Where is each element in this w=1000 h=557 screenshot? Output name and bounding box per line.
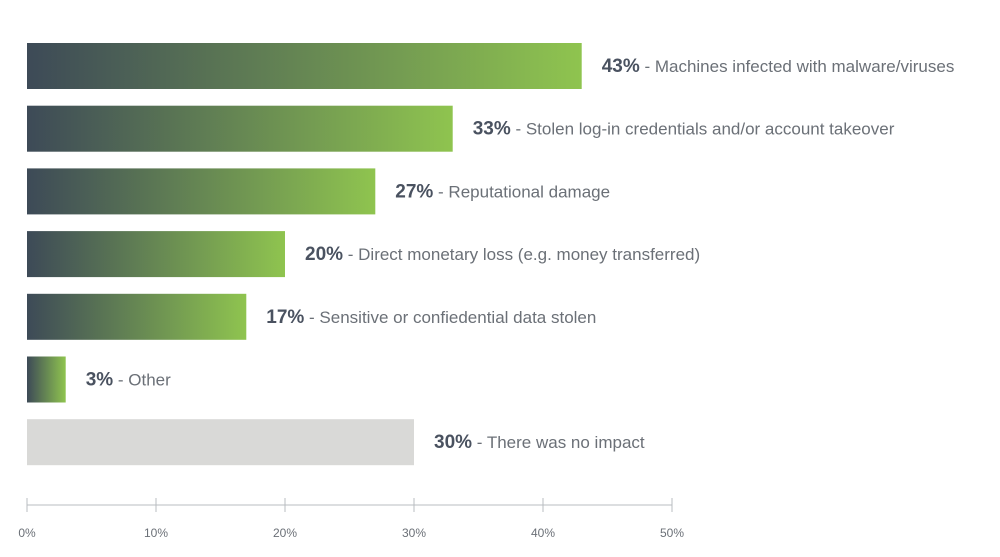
bar-label: 3% - Other xyxy=(86,370,171,391)
bar-value-label: 20% xyxy=(305,244,343,265)
bar xyxy=(27,293,247,340)
bar xyxy=(27,419,414,466)
x-tick-label: 40% xyxy=(531,526,555,540)
bar-category-label: - Direct monetary loss (e.g. money trans… xyxy=(343,245,700,264)
bar-value-label: 3% xyxy=(86,370,114,391)
bar xyxy=(27,105,453,152)
bar-label: 30% - There was no impact xyxy=(434,432,645,453)
bar-label: 33% - Stolen log-in credentials and/or a… xyxy=(473,119,895,140)
bar-category-label: - Other xyxy=(113,371,171,390)
x-tick-label: 10% xyxy=(144,526,168,540)
x-tick-label: 30% xyxy=(402,526,426,540)
bar-labels-layer: 43% - Machines infected with malware/vir… xyxy=(86,56,955,453)
x-axis: 0% 10% 20% 30% 40% 50% xyxy=(18,498,684,540)
bar-category-label: - Sensitive or confiedential data stolen xyxy=(304,308,596,327)
bar-label: 27% - Reputational damage xyxy=(395,181,610,202)
bar xyxy=(27,231,285,278)
x-tick-label: 20% xyxy=(273,526,297,540)
bar xyxy=(27,168,376,215)
x-tick-label: 0% xyxy=(18,526,36,540)
bars-layer xyxy=(27,43,582,466)
bar-label: 43% - Machines infected with malware/vir… xyxy=(602,56,955,77)
bar-label: 17% - Sensitive or confiedential data st… xyxy=(266,307,596,328)
bar-category-label: - Machines infected with malware/viruses xyxy=(640,57,955,76)
x-tick-label: 50% xyxy=(660,526,684,540)
bar-category-label: - Reputational damage xyxy=(433,182,610,201)
bar-category-label: - Stolen log-in credentials and/or accou… xyxy=(511,120,895,139)
bar-value-label: 27% xyxy=(395,181,433,202)
bar-value-label: 43% xyxy=(602,56,640,77)
bar-value-label: 33% xyxy=(473,119,511,140)
bar xyxy=(27,43,582,89)
bar-category-label: - There was no impact xyxy=(472,433,645,452)
bar-label: 20% - Direct monetary loss (e.g. money t… xyxy=(305,244,700,265)
bar xyxy=(27,356,66,403)
bar-value-label: 30% xyxy=(434,432,472,453)
bar-value-label: 17% xyxy=(266,307,304,328)
